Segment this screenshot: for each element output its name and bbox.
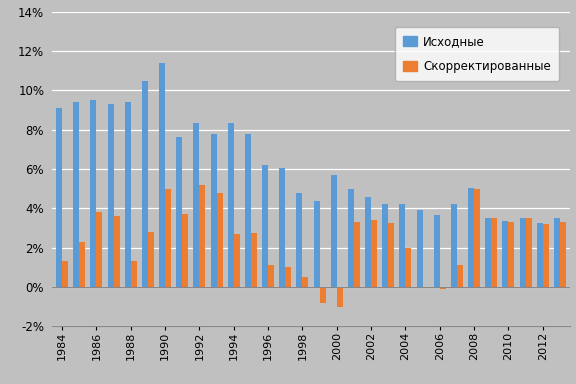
Bar <box>434 215 440 287</box>
Bar <box>416 210 423 287</box>
Bar <box>485 218 491 287</box>
Bar <box>217 193 223 287</box>
Bar <box>451 204 457 287</box>
Bar <box>285 267 291 287</box>
Bar <box>73 102 79 287</box>
Bar <box>348 189 354 287</box>
Bar <box>320 287 325 303</box>
Bar <box>331 175 337 287</box>
Bar <box>96 212 103 287</box>
Bar <box>491 218 497 287</box>
Bar <box>176 137 182 287</box>
Bar <box>457 265 463 287</box>
Bar <box>148 232 154 287</box>
Bar <box>337 287 343 307</box>
Bar <box>108 104 113 287</box>
Bar <box>371 220 377 287</box>
Bar <box>159 63 165 287</box>
Bar <box>262 165 268 287</box>
Bar <box>468 188 474 287</box>
Bar <box>142 81 148 287</box>
Bar <box>56 108 62 287</box>
Bar <box>560 222 566 287</box>
Bar <box>194 123 199 287</box>
Bar <box>199 185 206 287</box>
Bar <box>509 222 514 287</box>
Bar <box>440 287 446 289</box>
Bar <box>79 242 85 287</box>
Bar <box>520 218 526 287</box>
Bar <box>365 197 371 287</box>
Bar <box>125 102 131 287</box>
Bar <box>245 134 251 287</box>
Bar <box>228 123 234 287</box>
Bar <box>90 100 96 287</box>
Bar <box>382 204 388 287</box>
Bar <box>313 202 320 287</box>
Bar <box>302 277 309 287</box>
Bar <box>113 216 120 287</box>
Bar <box>234 234 240 287</box>
Legend: Исходные, Скорректированные: Исходные, Скорректированные <box>395 27 559 81</box>
Bar <box>165 189 171 287</box>
Bar <box>554 218 560 287</box>
Bar <box>537 223 543 287</box>
Bar <box>279 168 285 287</box>
Bar <box>131 262 137 287</box>
Bar <box>211 134 217 287</box>
Bar <box>399 204 406 287</box>
Bar <box>268 265 274 287</box>
Bar <box>297 193 302 287</box>
Bar <box>526 218 532 287</box>
Bar <box>182 214 188 287</box>
Bar <box>354 222 360 287</box>
Bar <box>62 262 68 287</box>
Bar <box>543 224 549 287</box>
Bar <box>388 223 395 287</box>
Bar <box>502 221 509 287</box>
Bar <box>474 189 480 287</box>
Bar <box>251 233 257 287</box>
Bar <box>406 248 411 287</box>
